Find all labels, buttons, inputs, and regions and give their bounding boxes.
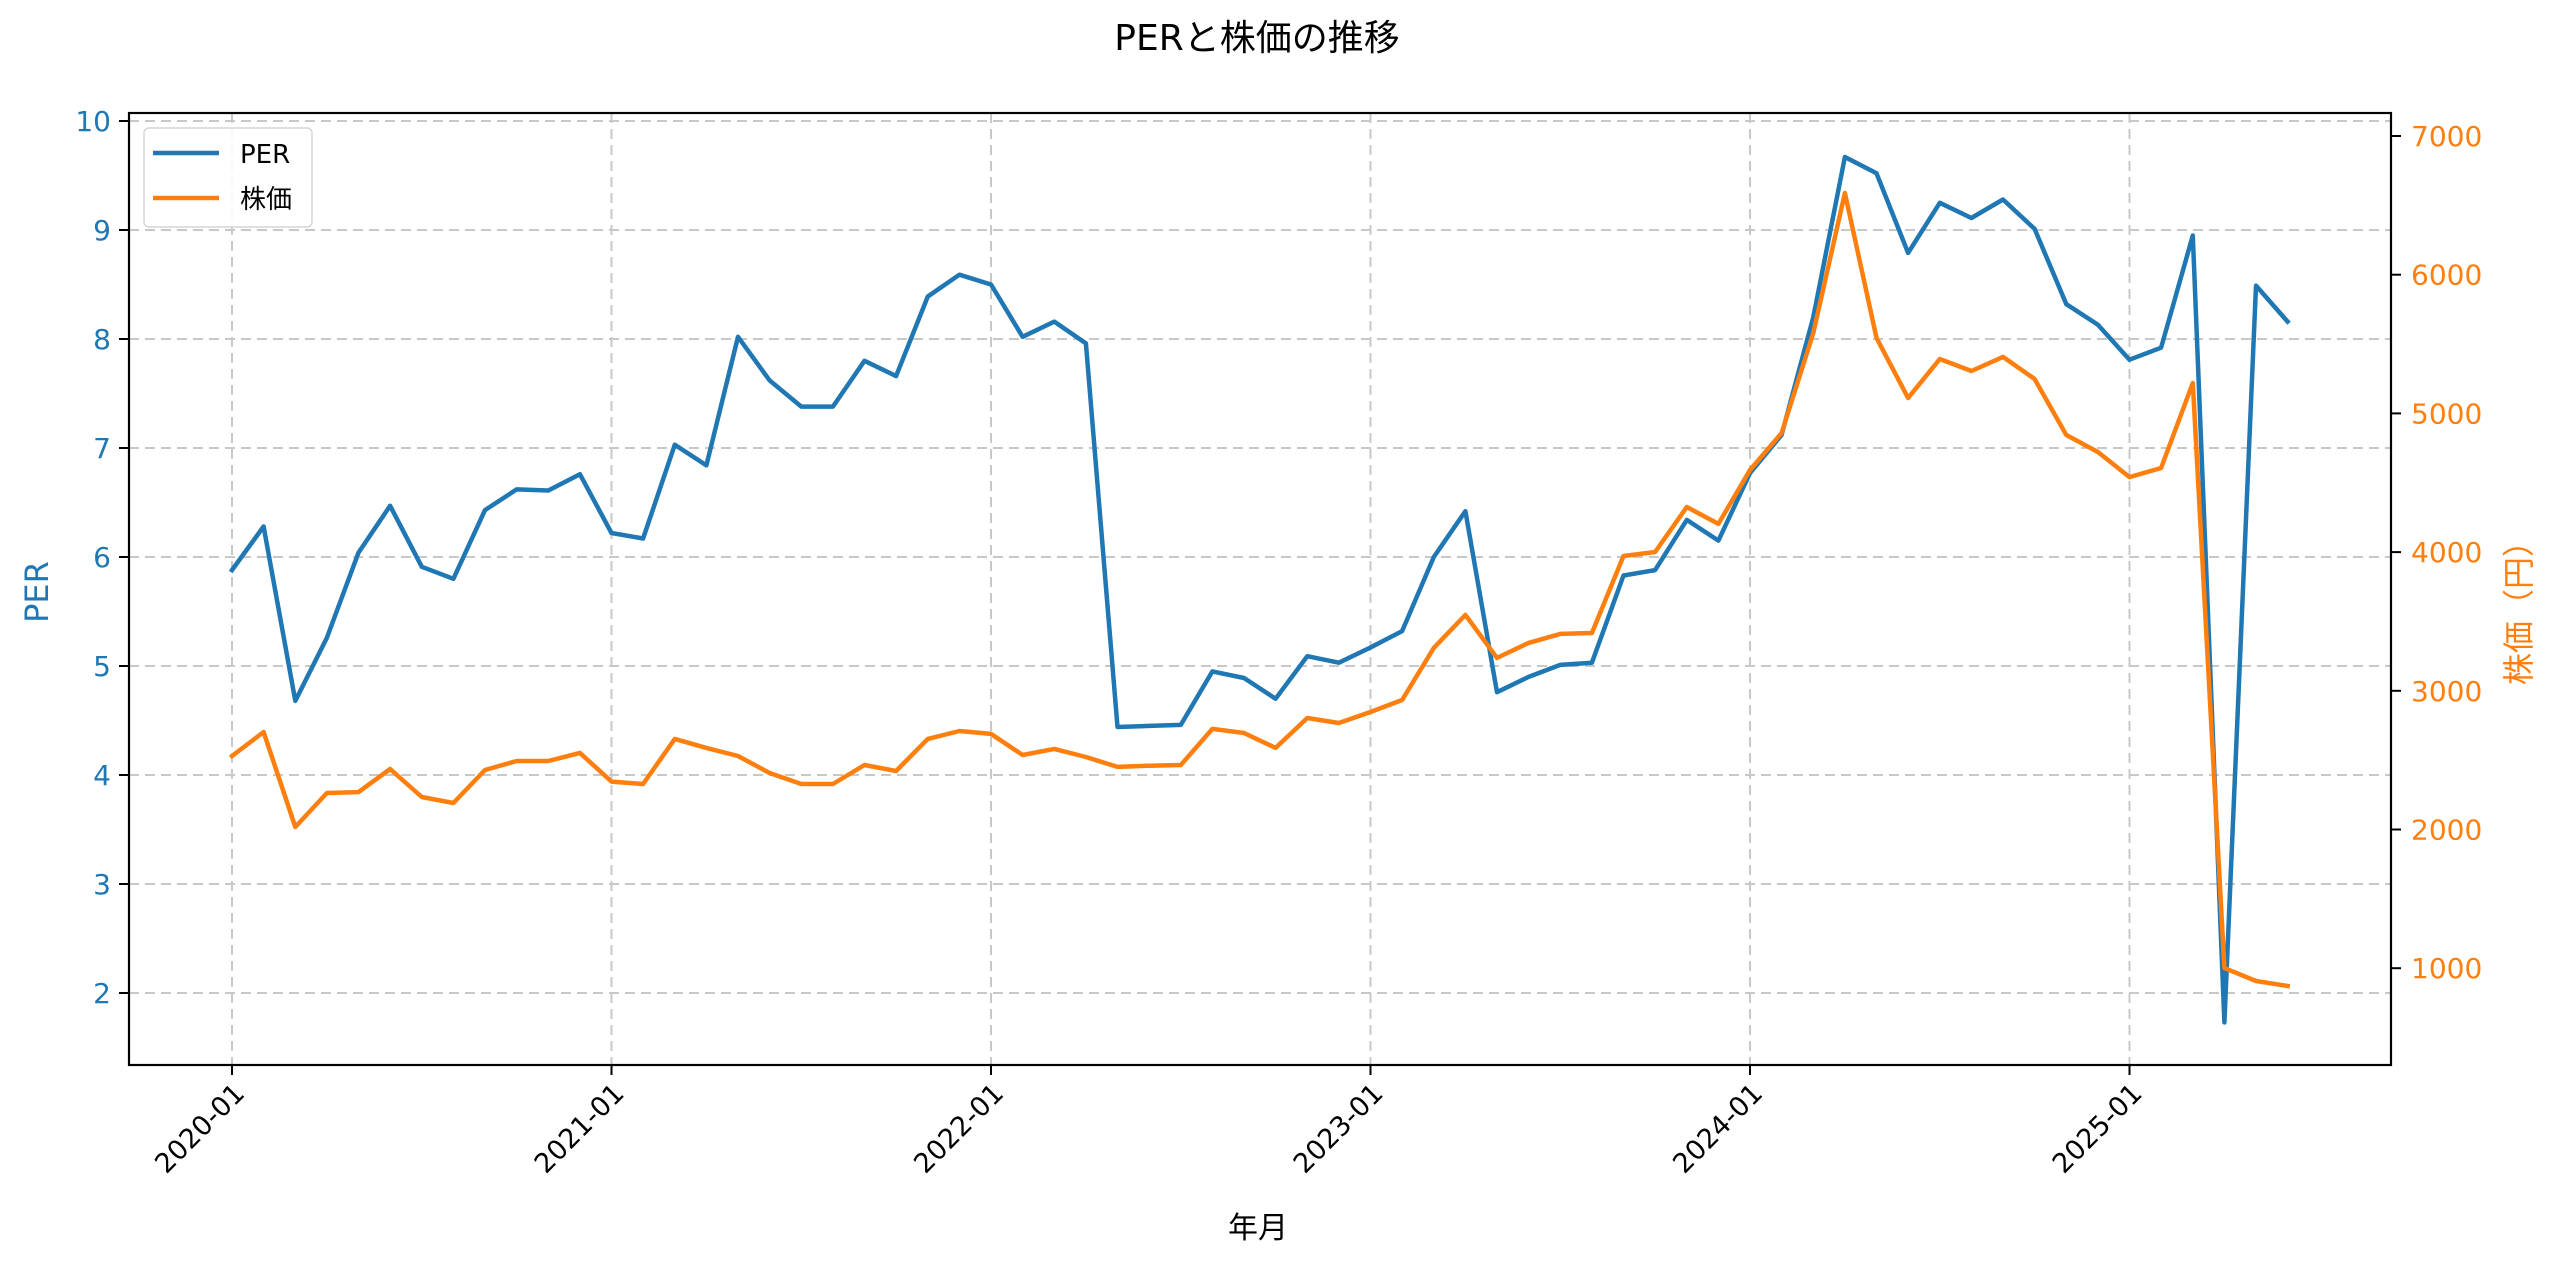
stock-price-line bbox=[228, 190, 2291, 989]
left-tick-label: 8 bbox=[93, 323, 111, 356]
x-tick-label: 2024-01 bbox=[1667, 1078, 1769, 1180]
legend: PER 株価 bbox=[143, 127, 313, 228]
left-tick-label: 7 bbox=[93, 432, 111, 465]
per-line bbox=[228, 154, 2291, 1025]
right-tick-label: 5000 bbox=[2411, 397, 2482, 430]
chart-title: PERと株価の推移 bbox=[1114, 18, 1399, 59]
plot-frame bbox=[127, 111, 2393, 1067]
left-y-axis-label: PER bbox=[18, 561, 56, 623]
right-tick-label: 1000 bbox=[2411, 952, 2482, 985]
x-tick-label: 2021-01 bbox=[529, 1078, 631, 1180]
x-axis-ticks: 2020-01 2021-01 2022-01 2023-01 2024-01 2025-… bbox=[149, 1065, 2148, 1180]
x-tick-label: 2025-01 bbox=[2047, 1078, 2149, 1180]
left-tick-label: 6 bbox=[93, 541, 111, 574]
legend-price-label: 株価 bbox=[240, 185, 292, 215]
right-tick-label: 3000 bbox=[2411, 675, 2482, 708]
grid-lines bbox=[129, 113, 2391, 1065]
legend-per-label: PER bbox=[240, 140, 290, 170]
x-axis-label: 年月 bbox=[1228, 1211, 1288, 1246]
right-y-axis-label: 株価（円） bbox=[2500, 525, 2538, 685]
right-tick-label: 2000 bbox=[2411, 814, 2482, 847]
left-tick-label: 5 bbox=[93, 650, 111, 683]
right-tick-label: 6000 bbox=[2411, 259, 2482, 292]
left-y-axis-ticks: 2 3 4 5 6 7 8 9 10 bbox=[75, 105, 129, 1010]
left-tick-label: 10 bbox=[75, 105, 111, 138]
x-tick-label: 2023-01 bbox=[1288, 1078, 1390, 1180]
left-tick-label: 4 bbox=[93, 759, 111, 792]
data-lines bbox=[228, 154, 2291, 1025]
left-tick-label: 9 bbox=[93, 214, 111, 247]
right-tick-label: 4000 bbox=[2411, 536, 2482, 569]
left-tick-label: 3 bbox=[93, 868, 111, 901]
right-tick-label: 7000 bbox=[2411, 120, 2482, 153]
left-tick-label: 2 bbox=[93, 977, 111, 1010]
right-y-axis-ticks: 1000 2000 3000 4000 5000 6000 7000 bbox=[2391, 120, 2482, 985]
x-tick-label: 2020-01 bbox=[149, 1078, 251, 1180]
x-tick-label: 2022-01 bbox=[908, 1078, 1010, 1180]
